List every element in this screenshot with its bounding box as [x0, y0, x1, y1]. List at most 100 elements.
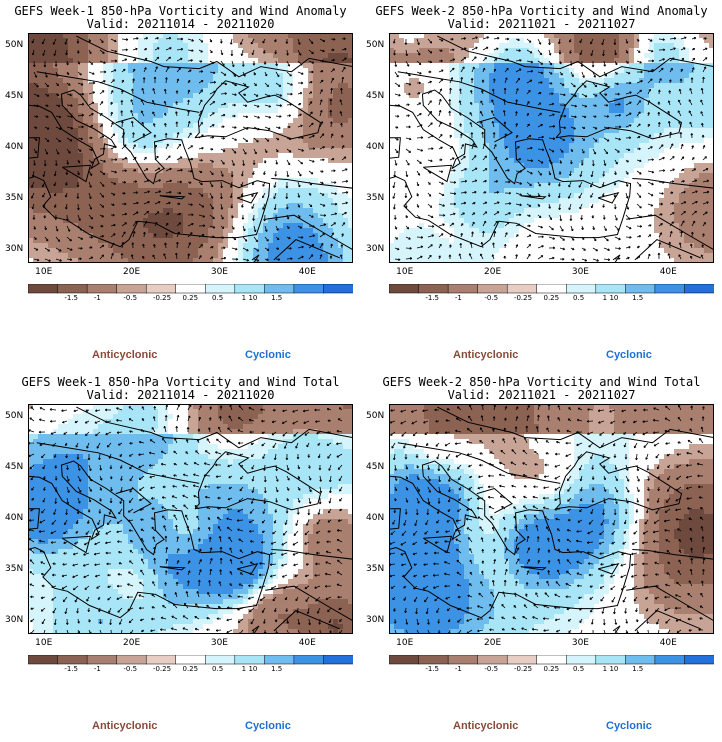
colorbar-swatch — [264, 284, 295, 294]
vorticity-map — [28, 33, 353, 263]
lon-label: 30E — [210, 267, 228, 277]
colorbar-swatch — [234, 655, 266, 665]
lat-label: 30N — [5, 614, 24, 625]
lon-label: 20E — [484, 267, 502, 277]
lon-label: 10E — [35, 638, 53, 648]
colorbar-swatch — [264, 655, 295, 665]
legend-cyclonic: Cyclonic — [245, 349, 291, 361]
lon-label: 10E — [396, 267, 414, 277]
colorbar-swatch — [625, 655, 656, 665]
legend-cyclonic: Cyclonic — [606, 720, 652, 732]
colorbar-swatch — [116, 284, 147, 294]
lat-label: 35N — [5, 563, 24, 574]
colorbar-scale-label: 10 — [609, 665, 619, 673]
panel-valid-dates: Valid: 20211014 - 20211020 — [86, 388, 275, 402]
colorbar-swatch — [506, 655, 538, 665]
lat-label: 40N — [5, 142, 24, 152]
panel-week2-total: GEFS Week-2 850-hPa Vorticity and Wind T… — [361, 371, 722, 742]
lat-label: 50N — [366, 411, 385, 422]
colorbar-swatch — [145, 284, 177, 294]
coastlines — [28, 406, 353, 634]
colorbar-tick-label: 0.5 — [573, 294, 585, 302]
colorbar-tick-label: -1 — [454, 294, 462, 302]
colorbar-swatch — [595, 284, 627, 294]
colorbar-swatch — [566, 655, 597, 665]
colorbar-tick-label: 1 — [602, 294, 608, 302]
legend-anticyclonic: Anticyclonic — [92, 720, 158, 732]
colorbar-swatch — [293, 284, 325, 294]
lat-label: 30N — [366, 614, 385, 625]
lon-label: 40E — [659, 267, 677, 277]
colorbar-tick-label: 0.5 — [212, 294, 224, 302]
colorbar-swatch — [86, 284, 118, 294]
lon-label: 10E — [35, 267, 53, 277]
vorticity-map — [389, 404, 714, 634]
lat-label: 35N — [5, 192, 24, 203]
lon-label: 30E — [571, 267, 589, 277]
colorbar-tick-label: 0.25 — [543, 294, 560, 302]
lat-label: 35N — [366, 563, 385, 574]
lon-label: 20E — [123, 267, 141, 277]
colorbar-swatch — [293, 655, 325, 665]
colorbar-swatch — [654, 655, 686, 665]
colorbar — [28, 284, 353, 294]
colorbar-swatch — [389, 284, 420, 294]
wind-vectors — [392, 36, 710, 262]
colorbar-scale-label: 10 — [609, 294, 619, 302]
wind-vectors — [28, 404, 343, 634]
lat-label: 40N — [366, 142, 385, 152]
vorticity-shading — [389, 404, 714, 634]
colorbar-swatch — [536, 655, 567, 665]
colorbar-swatch — [684, 655, 714, 665]
colorbar-swatch — [654, 284, 686, 294]
lon-label: 30E — [210, 638, 228, 648]
lat-label: 50N — [5, 40, 24, 51]
colorbar-swatch — [86, 655, 118, 665]
vorticity-shading — [28, 33, 353, 263]
colorbar — [389, 655, 714, 665]
colorbar-tick-label: -0.25 — [152, 294, 172, 302]
colorbar-tick-label: -0.5 — [123, 294, 138, 302]
colorbar-tick-label: 1.5 — [632, 294, 644, 302]
colorbar-swatch — [145, 655, 177, 665]
lon-label: 40E — [298, 638, 316, 648]
panel-week1-anomaly: GEFS Week-1 850-hPa Vorticity and Wind A… — [0, 0, 361, 371]
colorbar-swatch — [57, 655, 88, 665]
coastlines — [389, 35, 714, 263]
colorbar-tick-label: -1.5 — [425, 665, 439, 673]
lat-label: 45N — [366, 462, 385, 473]
colorbar-swatch — [595, 655, 627, 665]
colorbar-swatch — [323, 284, 353, 294]
colorbar-swatch — [447, 284, 479, 294]
lon-label: 20E — [484, 638, 502, 648]
lat-label: 40N — [5, 513, 24, 523]
lat-label: 30N — [366, 243, 385, 254]
colorbar-scale-label: 10 — [248, 294, 258, 302]
colorbar-swatch — [205, 284, 236, 294]
lon-label: 40E — [659, 638, 677, 648]
colorbar-swatch — [57, 284, 88, 294]
vorticity-map — [28, 404, 353, 634]
colorbar-tick-label: 0.25 — [543, 665, 560, 673]
panel-title: GEFS Week-2 850-hPa Vorticity and Wind A… — [375, 4, 708, 18]
colorbar-swatch — [625, 284, 656, 294]
colorbar-swatch — [418, 655, 449, 665]
colorbar-tick-label: 1.5 — [271, 294, 283, 302]
colorbar-swatch — [323, 655, 353, 665]
colorbar-swatch — [506, 284, 538, 294]
colorbar-tick-label: -1 — [93, 665, 101, 673]
colorbar-swatch — [28, 655, 59, 665]
colorbar-swatch — [116, 655, 147, 665]
lon-label: 40E — [298, 267, 316, 277]
lat-label: 35N — [366, 192, 385, 203]
lon-label: 30E — [571, 638, 589, 648]
legend-anticyclonic: Anticyclonic — [453, 349, 519, 361]
lat-label: 45N — [366, 91, 385, 102]
legend-cyclonic: Cyclonic — [606, 349, 652, 361]
colorbar-swatch — [566, 284, 597, 294]
lat-label: 30N — [5, 243, 24, 254]
coastlines — [28, 35, 353, 263]
colorbar — [28, 655, 353, 665]
colorbar-tick-label: 0.5 — [212, 665, 224, 673]
colorbar-tick-label: -0.25 — [152, 665, 172, 673]
